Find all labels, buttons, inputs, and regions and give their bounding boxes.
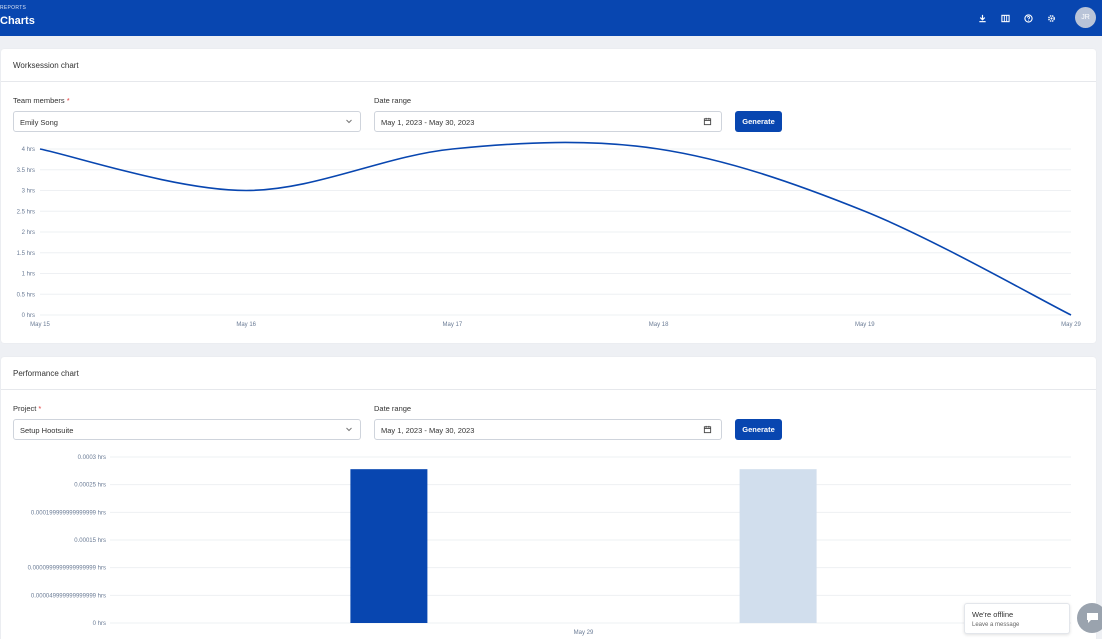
series-line <box>39 141 1072 316</box>
x-tick-label: May 17 <box>443 322 463 328</box>
bar <box>739 469 817 623</box>
date-range-input[interactable]: May 1, 2023 - May 30, 2023 <box>374 419 722 440</box>
performance-card: Performance chart Project * Setup Hootsui… <box>1 357 1096 639</box>
y-tick-label: 0 hrs <box>22 313 35 319</box>
y-tick-label: 1 hrs <box>22 272 35 278</box>
project-value: Setup Hootsuite <box>20 426 74 435</box>
project-select[interactable]: Setup Hootsuite <box>13 419 361 440</box>
date-range-input[interactable]: May 1, 2023 - May 30, 2023 <box>374 111 722 132</box>
date-range-label: Date range <box>374 404 412 413</box>
y-tick-label: 0 hrs <box>93 621 106 627</box>
generate-performance-button[interactable]: Generate <box>735 419 782 440</box>
x-tick-label: May 16 <box>236 322 256 328</box>
calendar-icon <box>703 425 712 436</box>
worksession-card: Worksession chart Team members * Emily So… <box>1 49 1096 343</box>
y-tick-label: 2 hrs <box>22 230 35 236</box>
calendar-icon <box>703 117 712 128</box>
worksession-line-chart: 0 hrs 0.5 hrs 1 hrs 1.5 hrs 2 hrs 2.5 hrs 3 hr… <box>17 141 1081 328</box>
download-icon[interactable] <box>975 11 989 25</box>
performance-bar-chart: 0 hrs 0.000049999999999999 hrs 0.000099999… <box>28 455 1071 636</box>
chat-prompt: Leave a message <box>972 622 1020 628</box>
y-tick-label: 0.000199999999999999 hrs <box>31 510 106 516</box>
team-members-label: Team members * <box>13 96 70 105</box>
x-tick-label: May 18 <box>649 322 669 328</box>
y-tick-label: 4 hrs <box>22 147 35 153</box>
settings-icon[interactable] <box>1044 11 1058 25</box>
y-tick-label: 0.5 hrs <box>17 292 35 298</box>
date-range-value: May 1, 2023 - May 30, 2023 <box>381 118 475 127</box>
x-tick-label: May 19 <box>855 322 875 328</box>
y-tick-label: 2.5 hrs <box>17 209 35 215</box>
chevron-down-icon <box>345 117 353 127</box>
performance-title: Performance chart <box>13 369 79 378</box>
help-icon[interactable] <box>1021 11 1035 25</box>
chat-status: We're offline <box>972 610 1014 619</box>
divider <box>1 389 1096 390</box>
x-tick-label: May 29 <box>574 630 594 636</box>
y-tick-label: 1.5 hrs <box>17 251 35 257</box>
top-bar: REPORTS Charts JR <box>0 0 1102 36</box>
avatar[interactable]: JR <box>1075 7 1096 28</box>
date-range-label: Date range <box>374 96 412 105</box>
y-tick-label: 3.5 hrs <box>17 168 35 174</box>
date-range-value: May 1, 2023 - May 30, 2023 <box>381 426 475 435</box>
worksession-title: Worksession chart <box>13 61 79 70</box>
y-tick-label: 3 hrs <box>22 189 35 195</box>
y-tick-label: 0.0003 hrs <box>78 455 106 461</box>
chat-icon <box>1086 613 1098 623</box>
breadcrumb-section: REPORTS <box>0 5 27 11</box>
generate-worksession-button[interactable]: Generate <box>735 111 782 132</box>
x-tick-label: May 29 <box>1061 322 1081 328</box>
y-tick-label: 0.000049999999999999 hrs <box>31 593 106 599</box>
page-title: Charts <box>0 15 35 27</box>
bar <box>350 469 428 623</box>
project-label: Project * <box>13 404 42 413</box>
chat-open-button[interactable] <box>1077 603 1102 633</box>
chat-widget[interactable]: We're offline Leave a message <box>964 603 1070 634</box>
x-tick-label: May 15 <box>30 322 50 328</box>
team-members-select[interactable]: Emily Song <box>13 111 361 132</box>
team-members-value: Emily Song <box>20 118 58 127</box>
y-tick-label: 0.00015 hrs <box>74 538 106 544</box>
y-tick-label: 0.00025 hrs <box>74 483 106 489</box>
chevron-down-icon <box>345 425 353 435</box>
columns-icon[interactable] <box>998 11 1012 25</box>
y-tick-label: 0.0000999999999999999 hrs <box>28 566 106 572</box>
divider <box>1 81 1096 82</box>
